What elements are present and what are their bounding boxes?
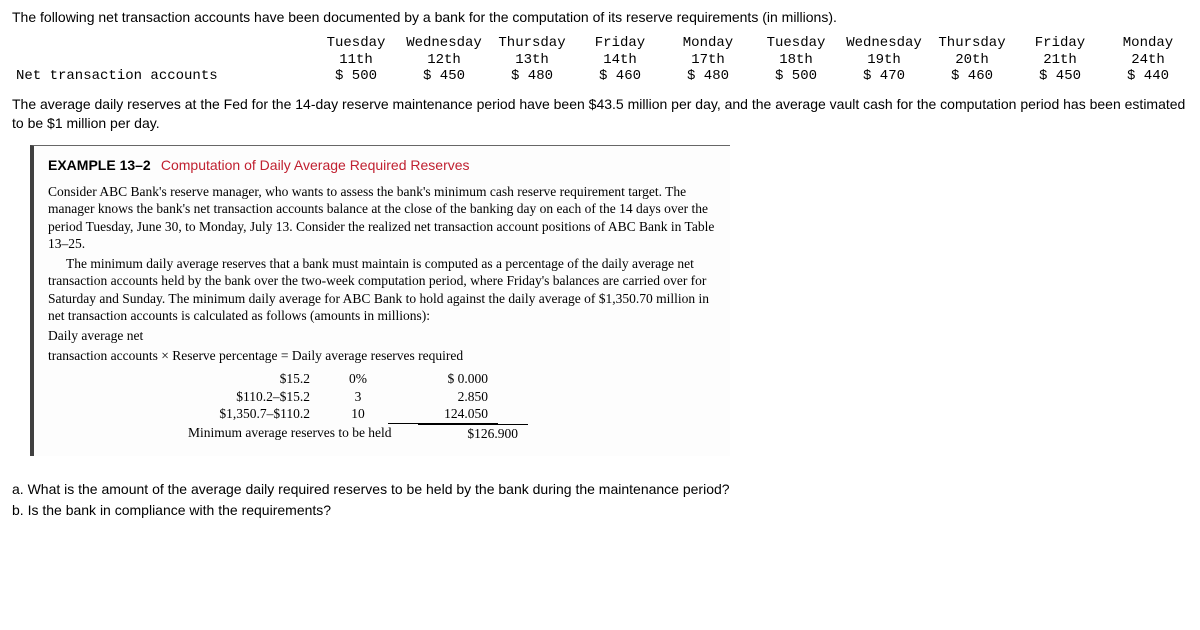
day-header: Wednesday [400,35,488,52]
date-header: 17th [664,52,752,69]
date-header: 19th [840,52,928,69]
calc-total-label: Minimum average reserves to be held [168,424,418,443]
example-p3: Daily average net [48,327,716,345]
table-value: $ 460 [928,68,1016,85]
table-value: $ 460 [576,68,664,85]
date-header: 14th [576,52,664,69]
date-header: 20th [928,52,1016,69]
day-header: Thursday [928,35,1016,52]
question-a: a. What is the amount of the average dai… [12,480,1188,499]
calc-cell: 3 [328,388,388,406]
calc-cell: 2.850 [388,388,498,406]
date-header: 13th [488,52,576,69]
table-value: $ 440 [1104,68,1192,85]
day-header: Friday [1016,35,1104,52]
calc-cell: 124.050 [388,405,498,424]
questions: a. What is the amount of the average dai… [12,480,1188,520]
table-value: $ 450 [400,68,488,85]
calc-cell: $15.2 [168,370,328,388]
date-header: 24th [1104,52,1192,69]
calc-cell: 0% [328,370,388,388]
table-value: $ 500 [752,68,840,85]
day-header: Friday [576,35,664,52]
example-box: EXAMPLE 13–2 Computation of Daily Averag… [30,145,730,456]
day-header: Monday [664,35,752,52]
table-value: $ 500 [312,68,400,85]
calc-cell: $110.2–$15.2 [168,388,328,406]
day-header: Monday [1104,35,1192,52]
calc-cell: $ 0.000 [388,370,498,388]
day-header: Tuesday [752,35,840,52]
calc-table: $15.20%$ 0.000 $110.2–$15.232.850 $1,350.7… [168,370,716,442]
day-header: Thursday [488,35,576,52]
calc-total-value: $126.900 [418,424,528,443]
question-b: b. Is the bank in compliance with the re… [12,501,1188,520]
table-row-label: Net transaction accounts [12,68,312,85]
table-value: $ 450 [1016,68,1104,85]
date-header: 18th [752,52,840,69]
date-header: 12th [400,52,488,69]
example-p4: transaction accounts × Reserve percentag… [48,347,716,365]
day-header: Wednesday [840,35,928,52]
mid-paragraph: The average daily reserves at the Fed fo… [12,95,1188,133]
table-value: $ 480 [664,68,752,85]
date-header: 11th [312,52,400,69]
day-header: Tuesday [312,35,400,52]
example-subtitle: Computation of Daily Average Required Re… [161,157,470,173]
date-header: 21th [1016,52,1104,69]
transaction-table: TuesdayWednesdayThursdayFridayMondayTues… [12,35,1188,85]
example-label: EXAMPLE 13–2 [48,157,151,173]
table-value: $ 480 [488,68,576,85]
example-p2: The minimum daily average reserves that … [48,255,716,325]
intro-text: The following net transaction accounts h… [12,8,1188,27]
example-p1: Consider ABC Bank's reserve manager, who… [48,183,716,253]
calc-cell: 10 [328,405,388,424]
calc-cell: $1,350.7–$110.2 [168,405,328,424]
table-value: $ 470 [840,68,928,85]
